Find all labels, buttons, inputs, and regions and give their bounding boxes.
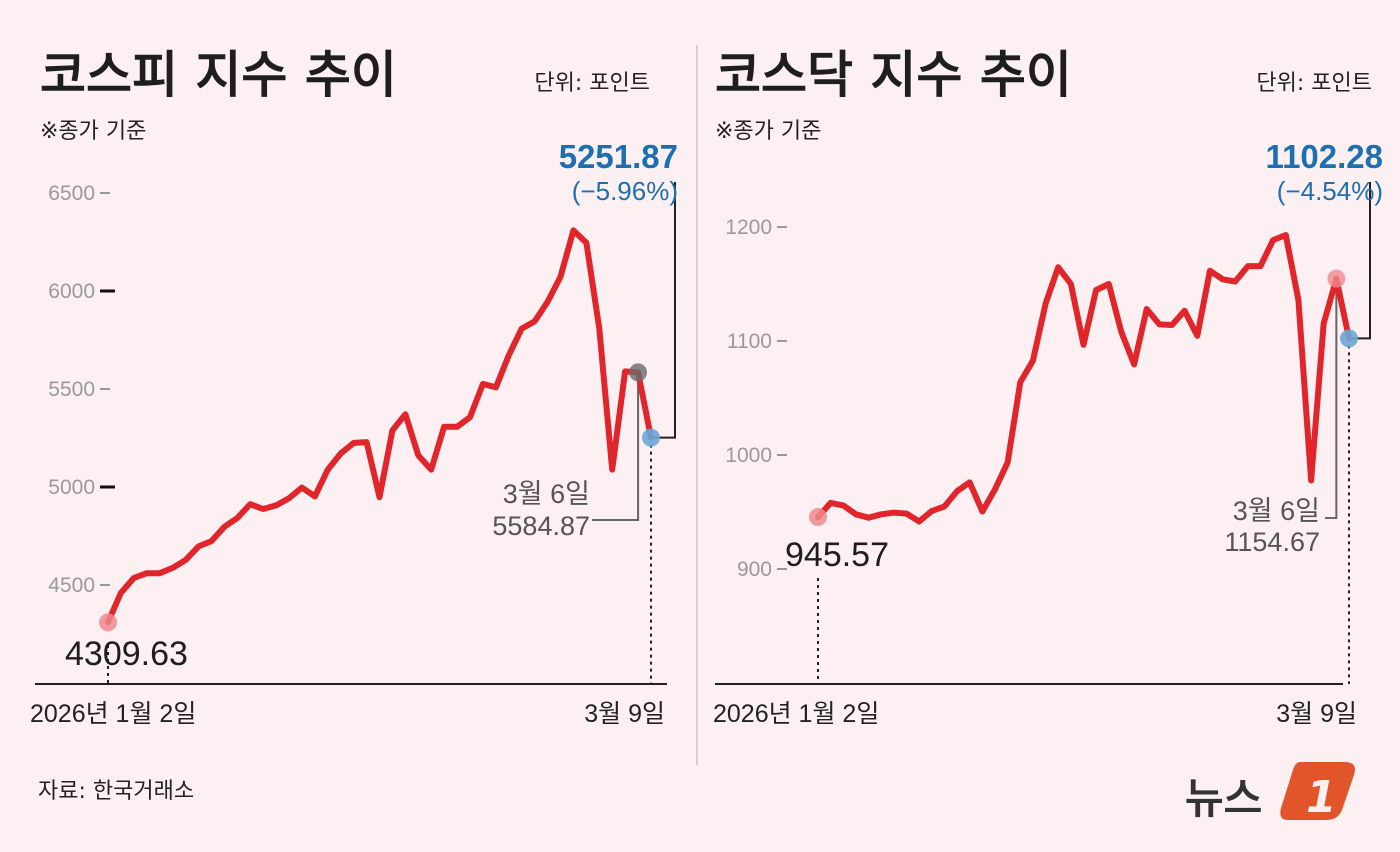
mid-callout-line: [592, 372, 640, 521]
kospi-mid-value: 5584.87: [492, 511, 590, 541]
kosdaq-title: 코스닥 지수 추이: [715, 46, 1072, 104]
end-callout-line: [651, 182, 676, 439]
start-marker: [99, 613, 117, 632]
kospi-title: 코스피 지수 추이: [40, 46, 397, 104]
kosdaq-y-axis: 900 1000 1100 1200: [725, 216, 787, 581]
kosdaq-x-end-label: 3월 9일: [1276, 700, 1357, 728]
y-tick-label: 1100: [727, 330, 772, 353]
kosdaq-x-start-label: 2026년 1월 2일: [713, 700, 879, 728]
kosdaq-line: [815, 232, 1352, 525]
start-marker: [809, 508, 827, 527]
y-tick-label: 1200: [725, 216, 772, 239]
kospi-x-end-label: 3월 9일: [584, 700, 665, 728]
news1-logo: 뉴스 1: [1185, 762, 1355, 823]
kosdaq-mid-value: 1154.67: [1224, 527, 1320, 557]
end-marker: [1340, 329, 1358, 348]
mid-callout-line: [1325, 278, 1338, 519]
kospi-mid-date: 3월 6일: [503, 479, 590, 509]
kosdaq-start-value: 945.57: [785, 536, 889, 574]
kosdaq-unit: 단위: 포인트: [1256, 71, 1372, 96]
kosdaq-panel: 코스닥 지수 추이 단위: 포인트 ※종가 기준 900 1000 1100 1200…: [713, 46, 1383, 728]
end-marker: [642, 428, 660, 447]
logo-text: 뉴스: [1185, 774, 1262, 823]
logo-mark-digit: 1: [1306, 772, 1337, 823]
kospi-x-start-label: 2026년 1월 2일: [30, 700, 196, 728]
source-note: 자료: 한국거래소: [38, 779, 194, 804]
logo-mark: [1280, 762, 1355, 820]
kosdaq-end-value: 1102.28: [1266, 138, 1383, 175]
kosdaq-end-change: (−4.54%): [1277, 176, 1383, 206]
mid-marker: [629, 363, 648, 382]
kospi-panel: 코스피 지수 추이 단위: 포인트 ※종가 기준 4500 5000 5500 600…: [30, 46, 678, 728]
kospi-y-axis: 4500 5000 5500 6000 6500: [48, 182, 115, 597]
kospi-note: ※종가 기준: [40, 119, 146, 144]
y-tick-label: 900: [737, 558, 772, 581]
kosdaq-mid-date: 3월 6일: [1233, 496, 1320, 526]
kosdaq-markers: [809, 269, 1358, 527]
y-tick-label: 6000: [48, 280, 95, 303]
y-tick-label: 1000: [725, 444, 772, 467]
y-tick-label: 5000: [48, 476, 95, 499]
mid-marker: [1327, 269, 1346, 288]
y-tick-label: 4500: [48, 574, 95, 597]
kospi-markers: [99, 363, 660, 632]
kospi-line: [105, 227, 654, 626]
y-tick-label: 6500: [48, 182, 95, 205]
kospi-start-value: 4309.63: [65, 635, 188, 673]
kospi-unit: 단위: 포인트: [534, 71, 650, 96]
y-tick-label: 5500: [48, 378, 95, 401]
kospi-end-value: 5251.87: [559, 138, 678, 175]
kospi-end-change: (−5.96%): [572, 176, 678, 206]
kosdaq-note: ※종가 기준: [715, 119, 821, 144]
